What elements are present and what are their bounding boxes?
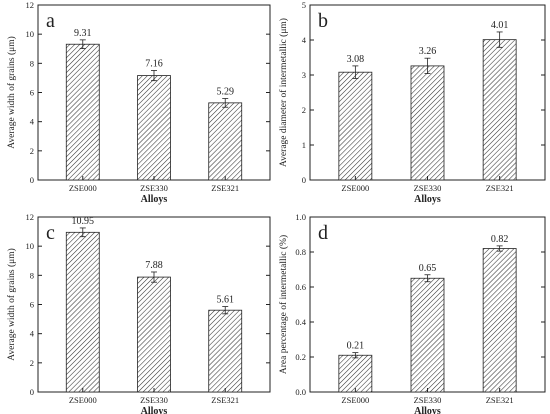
x-tick-label: ZSE330 xyxy=(414,183,442,193)
data-label: 7.88 xyxy=(145,260,163,271)
y-axis-title: Average width of grains (μm) xyxy=(6,248,17,361)
y-tick-label: 12 xyxy=(26,212,35,222)
y-tick-label: 4 xyxy=(302,35,307,45)
y-tick-label: 12 xyxy=(26,0,35,10)
y-tick-label: 4 xyxy=(30,329,35,339)
y-tick-label: 0.2 xyxy=(295,352,306,362)
y-tick-label: 10 xyxy=(26,29,35,39)
y-tick-label: 5 xyxy=(302,0,306,10)
bar-zse000 xyxy=(338,354,373,393)
y-axis-title: Area percentage of intermetallic (%) xyxy=(278,235,289,374)
data-label: 5.29 xyxy=(216,86,234,97)
data-label: 7.16 xyxy=(145,58,163,69)
y-tick-label: 0 xyxy=(30,387,34,397)
y-tick-label: 2 xyxy=(302,105,306,115)
y-axis-title: Average width of grains (μm) xyxy=(6,36,17,149)
panel-letter: b xyxy=(318,10,328,32)
y-tick-label: 3 xyxy=(302,70,306,80)
chart-panel-a: a 0 2 4 6 8 10 12 Average width of grains (μm) 9.… xyxy=(6,0,271,205)
panel-letter: a xyxy=(46,10,55,32)
panel-letter: c xyxy=(46,222,55,244)
bar-zse321 xyxy=(482,248,517,393)
y-tick-label: 8 xyxy=(30,270,34,280)
y-tick-label: 2 xyxy=(30,358,34,368)
chart-panel-d: d 0.0 0.2 0.4 0.6 0.8 1.0 Area percentage of in… xyxy=(278,212,546,414)
data-label: 9.31 xyxy=(74,28,92,39)
data-label: 0.65 xyxy=(419,263,437,274)
y-tick-label: 10 xyxy=(26,241,35,251)
y-axis-title: Average diameter of intermetallic (μm) xyxy=(278,18,289,167)
bar-zse330 xyxy=(137,75,171,181)
data-label: 10.95 xyxy=(72,216,95,227)
y-tick-label: 0.4 xyxy=(295,317,306,327)
bar-zse321 xyxy=(482,39,517,181)
bar-zse000 xyxy=(65,43,100,181)
x-axis-title: Alloys xyxy=(414,406,441,414)
x-axis-title: Alloys xyxy=(414,194,441,205)
y-tick-label: 2 xyxy=(30,146,34,156)
data-label: 0.21 xyxy=(347,341,365,352)
bar-zse321 xyxy=(208,309,243,393)
x-axis-title: Alloys xyxy=(141,194,168,205)
y-tick-label: 0 xyxy=(30,175,34,185)
data-label: 3.26 xyxy=(419,46,437,57)
bar-zse000 xyxy=(65,231,100,393)
x-tick-label: ZSE330 xyxy=(414,395,442,405)
x-tick-label: ZSE000 xyxy=(69,183,97,193)
x-tick-label: ZSE321 xyxy=(486,183,514,193)
x-tick-label: ZSE321 xyxy=(211,395,239,405)
y-tick-label: 8 xyxy=(30,58,34,68)
y-tick-label: 0.0 xyxy=(295,387,306,397)
x-tick-label: ZSE330 xyxy=(140,395,168,405)
y-tick-label: 1.0 xyxy=(295,212,306,222)
panel-letter: d xyxy=(318,222,328,244)
x-axis-title: Alloys xyxy=(141,406,168,414)
x-tick-label: ZSE000 xyxy=(341,183,369,193)
data-label: 0.82 xyxy=(491,234,509,245)
data-label: 4.01 xyxy=(491,20,509,31)
x-tick-label: ZSE321 xyxy=(211,183,239,193)
x-tick-label: ZSE000 xyxy=(341,395,369,405)
bar-zse330 xyxy=(410,277,445,393)
y-tick-label: 0.6 xyxy=(295,282,306,292)
y-tick-label: 0.8 xyxy=(295,247,306,257)
x-tick-label: ZSE330 xyxy=(140,183,168,193)
y-tick-label: 4 xyxy=(30,117,35,127)
y-tick-label: 6 xyxy=(30,300,34,310)
x-tick-label: ZSE000 xyxy=(69,395,97,405)
bar-zse330 xyxy=(410,65,445,181)
chart-panel-b: b 0 1 2 3 4 5 Average diameter of intermetallic… xyxy=(278,0,546,205)
y-tick-label: 6 xyxy=(30,88,34,98)
y-tick-label: 0 xyxy=(302,175,306,185)
chart-panel-c: c 0 2 4 6 8 10 12 Average width of grains (μm) 10… xyxy=(6,212,271,414)
bar-zse321 xyxy=(208,102,243,181)
data-label: 5.61 xyxy=(216,295,234,306)
x-tick-label: ZSE321 xyxy=(486,395,514,405)
bar-zse000 xyxy=(338,71,373,181)
y-tick-label: 1 xyxy=(302,140,306,150)
data-label: 3.08 xyxy=(347,54,365,65)
bar-zse330 xyxy=(137,276,171,393)
